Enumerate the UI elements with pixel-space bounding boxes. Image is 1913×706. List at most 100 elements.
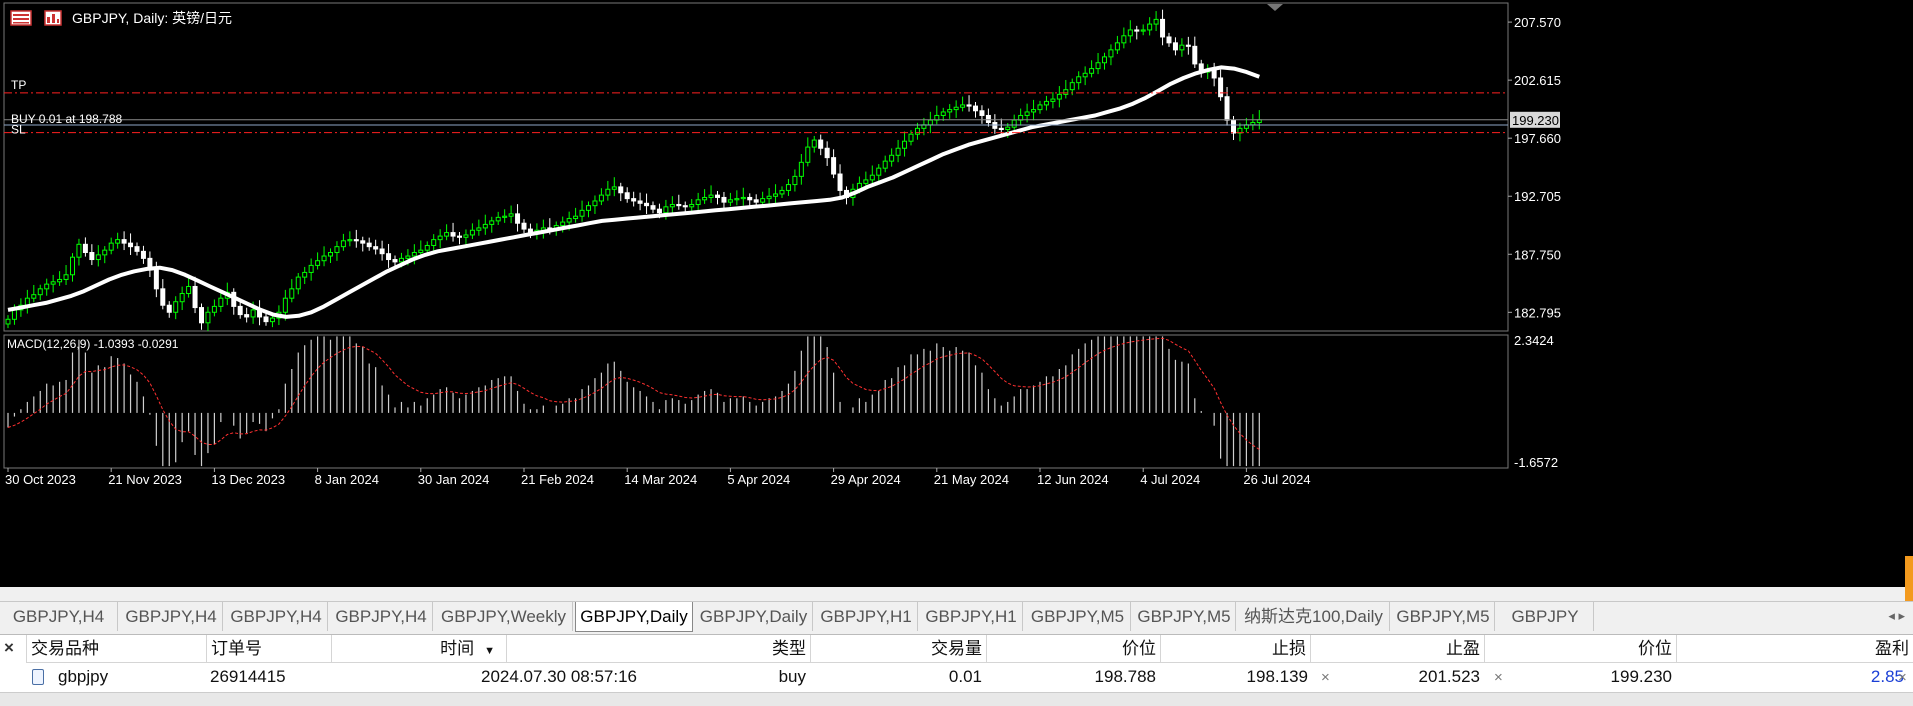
candle-body [379, 248, 385, 255]
close-order-icon[interactable]: × [1886, 664, 1910, 690]
candle-body [650, 205, 656, 210]
candle-body [869, 174, 875, 181]
tab-scroll-arrows[interactable]: ◂ ▸ [1888, 608, 1905, 623]
candle-body [1224, 96, 1230, 121]
chart-tab[interactable]: GBPJPY,H1 [920, 602, 1023, 631]
column-header[interactable]: 止盈 [1310, 635, 1484, 663]
candle-body [824, 147, 830, 159]
chart-tab[interactable]: GBPJPY [1497, 602, 1594, 631]
price-pane-border [3, 2, 1509, 332]
candle-body [44, 283, 50, 290]
candle-body [973, 105, 978, 112]
chart-window[interactable]: 207.570 202.615 197.660 192.705 187.750 182.7… [0, 0, 1913, 587]
candle-body [353, 239, 359, 242]
candle-body [914, 127, 920, 135]
candle-body [386, 253, 392, 261]
candle-body [444, 232, 450, 237]
candle-body [889, 154, 895, 162]
date-tick-label: 26 Jul 2024 [1243, 472, 1310, 487]
chart-tab[interactable]: GBPJPY,H1 [815, 602, 918, 631]
candle-body [592, 200, 598, 207]
candle-body [315, 260, 321, 266]
tp-clear-icon[interactable]: × [1482, 664, 1503, 690]
candle-body [211, 305, 217, 313]
chart-tab[interactable]: GBPJPY,Daily [575, 602, 693, 632]
table-row[interactable]: gbpjpy 26914415 2024.07.30 08:57:16 buy … [26, 664, 1913, 690]
candle-body [289, 288, 295, 299]
price-tick-label: 197.660 [1514, 131, 1561, 146]
candle-body [1108, 49, 1114, 58]
cell-open-price: 198.788 [1094, 667, 1156, 686]
chart-tab[interactable]: GBPJPY,H4 [330, 602, 433, 631]
candle-body [863, 179, 869, 184]
candle-body [947, 109, 953, 113]
chart-shift-marker [1267, 4, 1283, 11]
candle-body [740, 196, 746, 200]
candle-body [121, 239, 127, 244]
candle-body [366, 242, 372, 248]
price-chart[interactable]: 207.570 202.615 197.660 192.705 187.750 182.7… [0, 0, 1913, 587]
chart-window-icon[interactable] [44, 10, 62, 26]
column-header[interactable]: 价位 [1484, 635, 1676, 663]
chart-tab[interactable]: GBPJPY,Weekly [435, 602, 573, 631]
candle-body [1037, 104, 1043, 111]
column-header[interactable]: 止损 [1160, 635, 1310, 663]
column-header[interactable]: 订单号 [206, 635, 331, 663]
candle-body [463, 234, 469, 238]
column-header[interactable]: 交易品种 [26, 635, 206, 663]
candle-body [837, 173, 843, 191]
candle-body [160, 288, 166, 306]
chart-tab[interactable]: GBPJPY,H4 [0, 602, 118, 631]
candle-body [50, 281, 56, 285]
chart-tab[interactable]: GBPJPY,M5 [1392, 602, 1495, 631]
candle-body [663, 206, 669, 214]
column-header[interactable]: 盈利 [1676, 635, 1913, 663]
candle-body [1153, 18, 1159, 25]
balance-bar [0, 692, 1913, 706]
chart-list-icon[interactable] [10, 10, 32, 26]
candle-body [489, 220, 495, 225]
chart-tab[interactable]: 纳斯达克100,Daily [1238, 602, 1390, 631]
candle-body [747, 196, 753, 201]
column-header[interactable]: 时间 ▼ [331, 635, 499, 663]
date-tick-label: 21 May 2024 [934, 472, 1009, 487]
column-header[interactable]: 交易量 [810, 635, 986, 663]
candle-body [785, 184, 791, 191]
candle-body [611, 186, 617, 190]
date-tick-label: 29 Apr 2024 [831, 472, 901, 487]
close-icon[interactable]: × [4, 638, 14, 657]
chart-tab[interactable]: GBPJPY,Daily [695, 602, 813, 631]
candle-body [418, 249, 424, 254]
column-header[interactable]: 类型 [506, 635, 810, 663]
chart-tab[interactable]: GBPJPY,M5 [1133, 602, 1236, 631]
candle-body [927, 119, 933, 126]
current-price-box [1510, 111, 1560, 128]
candle-body [57, 278, 63, 283]
candle-body [166, 304, 172, 313]
column-header[interactable]: 价位 [986, 635, 1160, 663]
candle-body [979, 110, 985, 116]
cell-sl: 198.139 [1246, 667, 1308, 686]
candle-body [1082, 72, 1088, 78]
candle-body [186, 285, 192, 295]
candle-body [695, 199, 701, 205]
cell-volume: 0.01 [948, 667, 982, 686]
date-tick-label: 4 Jul 2024 [1140, 472, 1200, 487]
tp-clear-label: × [1494, 669, 1503, 686]
candle-body [966, 104, 972, 107]
chart-tab[interactable]: GBPJPY,H4 [120, 602, 223, 631]
chart-tab[interactable]: GBPJPY,M5 [1025, 602, 1131, 631]
candle-body [644, 202, 650, 207]
candle-body [805, 146, 811, 163]
candle-body [76, 243, 82, 258]
candle-body [205, 311, 211, 324]
candle-body [95, 254, 101, 261]
candle-body [31, 294, 37, 299]
candle-body [63, 274, 69, 280]
candle-body [398, 257, 404, 263]
candle-body [482, 223, 488, 229]
candle-body [431, 239, 437, 246]
chart-tab[interactable]: GBPJPY,H4 [225, 602, 328, 631]
candle-body [1056, 93, 1062, 100]
sl-clear-icon[interactable]: × [1309, 664, 1330, 690]
